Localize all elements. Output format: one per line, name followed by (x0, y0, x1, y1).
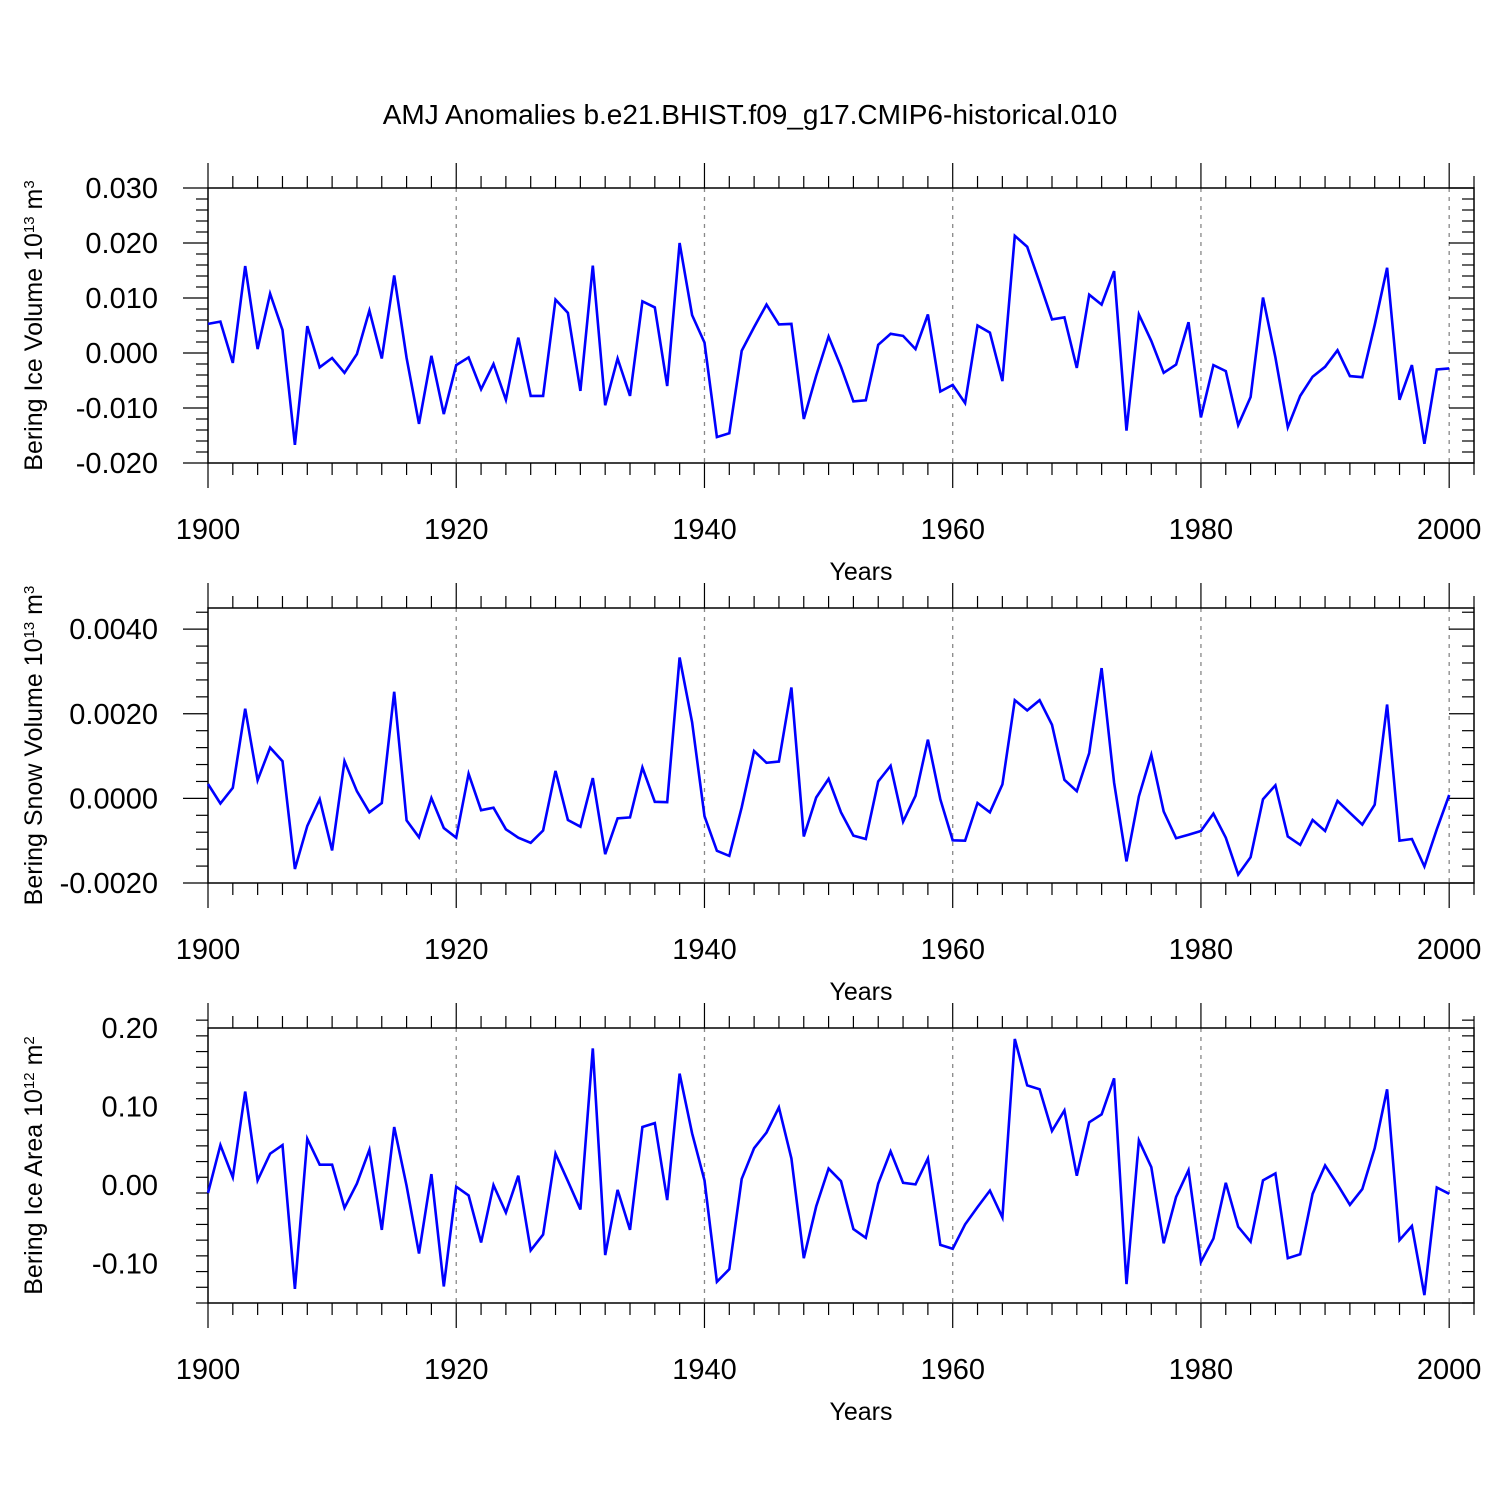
y-tick-label: 0.000 (85, 338, 158, 370)
y-axis-title-part: Bering Ice Area 10 (20, 1089, 48, 1295)
y-tick-label: -0.010 (76, 393, 158, 425)
x-tick-label: 1960 (920, 1354, 985, 1386)
x-axis-title: Years (829, 1398, 892, 1426)
y-axis-title-superscript: 2 (21, 1036, 38, 1044)
x-tick-label: 1960 (920, 514, 985, 546)
x-tick-label: 1940 (672, 1354, 737, 1386)
panel-2: -0.0020 0.0000 0.0020 0.0040 1900 1920 1940 196… (20, 583, 1481, 1006)
y-tick-label: 0.010 (85, 283, 158, 315)
y-axis-title-superscript: 3 (21, 180, 38, 188)
x-tick-label: 1980 (1169, 934, 1234, 966)
y-axis-title: Bering Snow Volume 1013 m3 (20, 586, 48, 906)
y-tick-label: 0.00 (102, 1170, 158, 1202)
x-tick-label: 1920 (424, 514, 489, 546)
y-tick-label: 0.030 (85, 173, 158, 205)
x-axis-title: Years (829, 978, 892, 1006)
y-tick-label: 0.10 (102, 1092, 158, 1124)
y-tick-label: 0.0040 (69, 614, 158, 646)
panels: -0.020 -0.010 0.000 0.010 0.020 0.030 1900 1920… (20, 163, 1481, 1426)
y-axis-title-part: m (20, 189, 48, 217)
y-axis-title-part: m (20, 594, 48, 622)
y-axis-title-part: Bering Ice Volume 10 (20, 233, 48, 471)
y-axis-title-superscript: 13 (21, 622, 38, 639)
x-tick-label: 1940 (672, 934, 737, 966)
plot-frame (207, 187, 1475, 464)
x-tick-label: 1980 (1169, 1354, 1234, 1386)
x-tick-label: 2000 (1417, 934, 1482, 966)
series-line (206, 1038, 1450, 1296)
y-tick-label: 0.0000 (69, 783, 158, 815)
x-axis-title: Years (829, 558, 892, 586)
panel-3: -0.10 0.00 0.10 0.20 1900 1920 1940 1960 1980 200… (20, 1003, 1481, 1426)
y-tick-label: 0.020 (85, 228, 158, 260)
y-axis-title-superscript: 12 (21, 1072, 38, 1089)
x-tick-label: 1900 (176, 934, 241, 966)
main-title: AMJ Anomalies b.e21.BHIST.f09_g17.CMIP6-… (383, 99, 1118, 130)
x-tick-label: 2000 (1417, 1354, 1482, 1386)
y-tick-label: -0.0020 (60, 868, 158, 900)
plot-frame (207, 1027, 1475, 1304)
y-tick-label: 0.0020 (69, 699, 158, 731)
x-tick-label: 1960 (920, 934, 985, 966)
y-tick-label: -0.020 (76, 448, 158, 480)
plot-frame (207, 607, 1475, 884)
y-axis-title: Bering Ice Area 1012 m2 (20, 1036, 48, 1295)
x-tick-label: 1980 (1169, 514, 1234, 546)
y-axis-title-superscript: 13 (21, 216, 38, 233)
x-tick-label: 1920 (424, 934, 489, 966)
x-tick-label: 1940 (672, 514, 737, 546)
y-axis-title-part: m (20, 1045, 48, 1073)
x-tick-label: 1920 (424, 1354, 489, 1386)
y-axis-title-superscript: 3 (21, 586, 38, 594)
x-tick-label: 2000 (1417, 514, 1482, 546)
y-axis-title: Bering Ice Volume 1013 m3 (20, 180, 48, 470)
y-tick-label: 0.20 (102, 1013, 158, 1045)
y-tick-label: -0.10 (92, 1249, 158, 1281)
y-axis-title-part: Bering Snow Volume 10 (20, 638, 48, 905)
panel-1: -0.020 -0.010 0.000 0.010 0.020 0.030 1900 1920… (20, 163, 1481, 586)
x-tick-label: 1900 (176, 1354, 241, 1386)
x-tick-label: 1900 (176, 514, 241, 546)
series-line (206, 657, 1451, 878)
series-line (207, 233, 1450, 446)
